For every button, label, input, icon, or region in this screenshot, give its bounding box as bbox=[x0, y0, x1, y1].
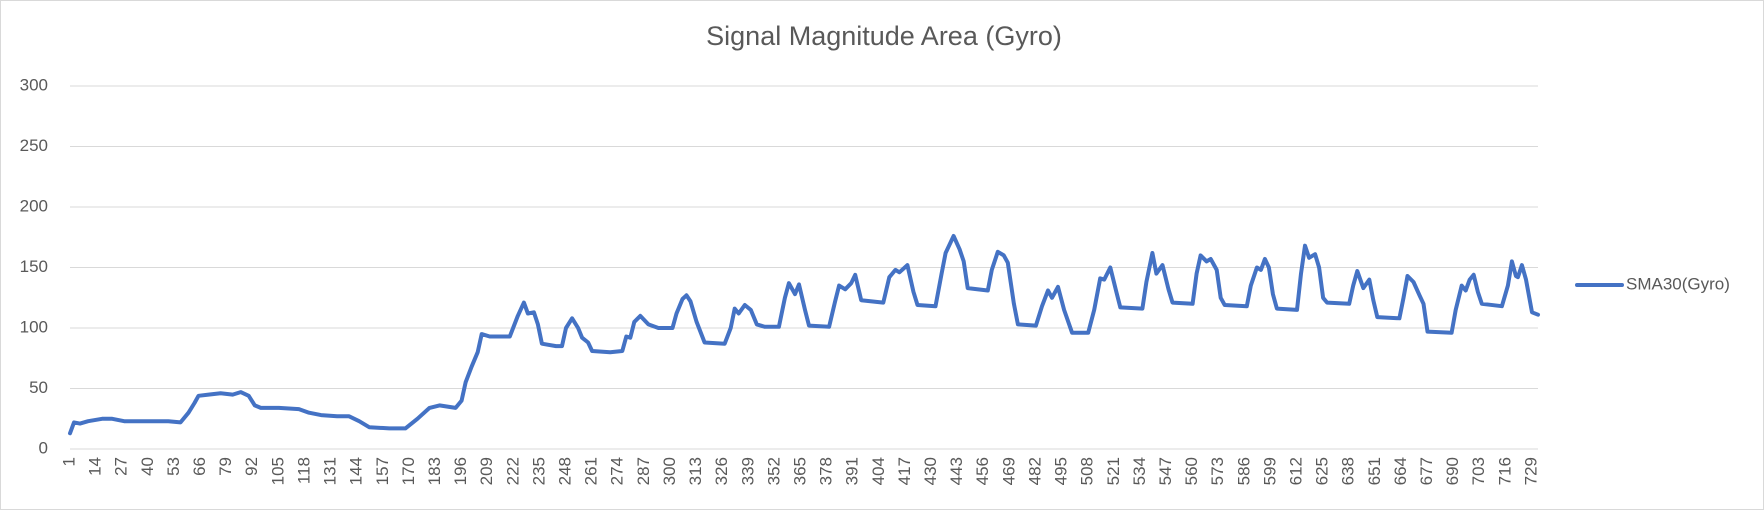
x-tick-label: 313 bbox=[686, 457, 705, 485]
x-tick-label: 612 bbox=[1286, 457, 1305, 485]
y-tick-label: 0 bbox=[39, 438, 48, 457]
x-tick-label: 560 bbox=[1182, 457, 1201, 485]
line-series bbox=[68, 234, 1540, 436]
x-tick-label: 118 bbox=[294, 457, 313, 484]
x-tick-label: 131 bbox=[321, 457, 340, 485]
y-tick-label: 250 bbox=[20, 136, 48, 155]
x-tick-label: 326 bbox=[712, 457, 731, 485]
x-tick-label: 79 bbox=[216, 457, 235, 476]
x-tick-label: 300 bbox=[660, 457, 679, 485]
x-tick-label: 599 bbox=[1260, 457, 1279, 485]
x-tick-label: 287 bbox=[634, 457, 653, 485]
x-tick-label: 157 bbox=[373, 457, 392, 485]
x-tick-label: 183 bbox=[425, 457, 444, 485]
x-tick-label: 664 bbox=[1391, 457, 1410, 485]
x-tick-label: 690 bbox=[1443, 457, 1462, 485]
x-tick-label: 417 bbox=[895, 457, 914, 485]
y-tick-label: 300 bbox=[20, 75, 48, 94]
x-tick-label: 456 bbox=[973, 457, 992, 485]
x-tick-label: 521 bbox=[1104, 457, 1123, 485]
x-tick-label: 677 bbox=[1417, 457, 1436, 485]
x-tick-label: 469 bbox=[999, 457, 1018, 485]
y-tick-label: 150 bbox=[20, 257, 48, 276]
x-tick-label: 92 bbox=[242, 457, 261, 476]
x-tick-label: 482 bbox=[1025, 457, 1044, 485]
x-tick-label: 1 bbox=[59, 457, 78, 466]
x-tick-label: 170 bbox=[399, 457, 418, 485]
x-tick-label: 209 bbox=[477, 457, 496, 485]
x-tick-label: 144 bbox=[347, 457, 366, 485]
x-tick-label: 573 bbox=[1208, 457, 1227, 485]
x-tick-label: 222 bbox=[503, 457, 522, 485]
x-tick-label: 651 bbox=[1365, 457, 1384, 485]
x-tick-label: 534 bbox=[1130, 457, 1149, 485]
x-tick-label: 729 bbox=[1521, 457, 1540, 485]
x-tick-label: 274 bbox=[608, 457, 627, 485]
x-tick-label: 352 bbox=[764, 457, 783, 485]
x-tick-label: 196 bbox=[451, 457, 470, 485]
x-tick-label: 703 bbox=[1469, 457, 1488, 485]
x-tick-label: 625 bbox=[1313, 457, 1332, 485]
x-tick-label: 430 bbox=[921, 457, 940, 485]
legend-label: SMA30(Gyro) bbox=[1626, 274, 1730, 293]
y-tick-label: 50 bbox=[29, 378, 48, 397]
x-tick-label: 508 bbox=[1078, 457, 1097, 485]
x-tick-label: 547 bbox=[1156, 457, 1175, 485]
x-tick-label: 27 bbox=[112, 457, 131, 476]
x-tick-label: 14 bbox=[86, 457, 105, 476]
x-tick-label: 638 bbox=[1339, 457, 1358, 485]
x-tick-label: 339 bbox=[738, 457, 757, 485]
x-tick-label: 586 bbox=[1234, 457, 1253, 485]
x-tick-label: 40 bbox=[138, 457, 157, 476]
x-tick-label: 404 bbox=[869, 457, 888, 485]
x-tick-label: 443 bbox=[947, 457, 966, 485]
x-tick-label: 391 bbox=[843, 457, 862, 485]
y-tick-label: 200 bbox=[20, 196, 48, 215]
y-tick-label: 100 bbox=[20, 317, 48, 336]
x-tick-label: 495 bbox=[1052, 457, 1071, 485]
x-tick-label: 365 bbox=[790, 457, 809, 485]
x-tick-label: 105 bbox=[268, 457, 287, 485]
x-tick-label: 235 bbox=[529, 457, 548, 485]
x-tick-label: 716 bbox=[1495, 457, 1514, 485]
chart-title: Signal Magnitude Area (Gyro) bbox=[706, 21, 1062, 51]
x-tick-label: 248 bbox=[556, 457, 575, 485]
x-tick-label: 261 bbox=[582, 457, 601, 485]
x-tick-label: 378 bbox=[817, 457, 836, 485]
x-tick-label: 53 bbox=[164, 457, 183, 476]
x-tick-label: 66 bbox=[190, 457, 209, 476]
